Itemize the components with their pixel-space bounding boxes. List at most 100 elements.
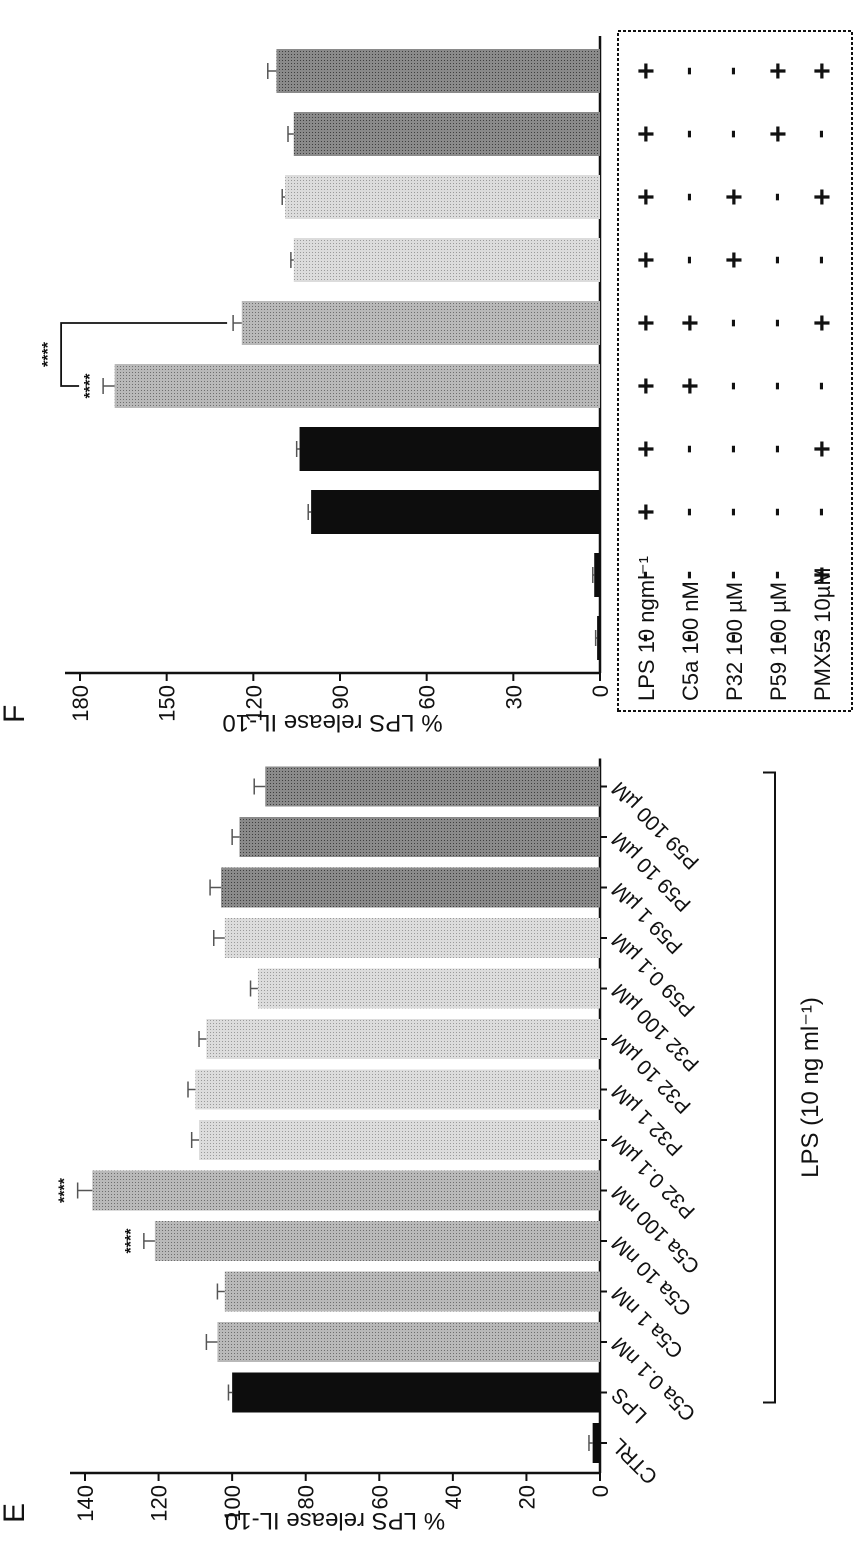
- panel-e-bar: [195, 1069, 600, 1110]
- panel-f-plus-sign: +: [762, 62, 795, 80]
- panel-e-bracket-line: [763, 771, 776, 1404]
- panel-e-y-axis-label: % LPS release IL-10: [225, 1507, 445, 1534]
- panel-f-plus-sign: +: [630, 62, 663, 80]
- panel-f-plus-sign: +: [806, 566, 839, 584]
- panel-f-plus-sign: +: [806, 314, 839, 332]
- panel-f-bar: [241, 301, 600, 345]
- panel-f-significance-bracket: ****: [40, 322, 228, 387]
- panel-f-treatment-table: LPS 10 ngml⁻¹--++++++++C5a 100 nM----++-…: [617, 30, 853, 712]
- panel-f-minus-sign: -: [672, 193, 702, 202]
- panel-f-bar: [299, 427, 600, 471]
- panel-f-row-label: LPS 10 ngml⁻¹: [634, 556, 659, 701]
- panel-f-minus-sign: -: [804, 382, 834, 391]
- panel-e-lps-bracket: [763, 771, 776, 1404]
- panel-f-row-label: C5a 100 nM: [678, 581, 703, 701]
- panel-f-minus-sign: -: [672, 130, 702, 139]
- panel-f-y-tick-label: 0: [588, 685, 613, 697]
- panel-f-minus-sign: -: [716, 445, 746, 454]
- panel-f: F % LPS release IL-10 0 30 60 90 120 150 180 *…: [0, 30, 853, 736]
- panel-e-category-label: CTRL: [607, 1433, 662, 1488]
- panel-f-minus-sign: -: [716, 571, 746, 580]
- panel-e-bar: [592, 1423, 601, 1463]
- panel-e-bar: [217, 1322, 601, 1362]
- panel-f-minus-sign: -: [672, 445, 702, 454]
- panel-e-bar: [239, 817, 600, 857]
- panel-e-bar: [221, 867, 600, 908]
- panel-f-minus-sign: -: [716, 319, 746, 328]
- panel-f-plus-sign: +: [630, 188, 663, 206]
- panel-e-y-tick-label: 80: [294, 1485, 319, 1509]
- panel-e-letter: E: [0, 1503, 31, 1523]
- panel-e-bar: [154, 1221, 600, 1261]
- panel-f-y-tick-label: 180: [68, 685, 93, 722]
- panel-f-y-axis-label: % LPS release IL-10: [222, 709, 442, 736]
- panel-f-minus-sign: -: [760, 508, 790, 517]
- panel-f-minus-sign: -: [804, 634, 834, 643]
- panel-f-minus-sign: -: [716, 634, 746, 643]
- panel-f-y-tick-label: 150: [155, 685, 180, 722]
- panel-f-table-border: [617, 30, 853, 712]
- panel-f-y-tick-label: 90: [328, 685, 353, 709]
- panel-f-row-label: PMX53 10µM: [810, 567, 835, 701]
- panel-f-letter: F: [0, 705, 31, 723]
- panel-f-axes: 0 30 60 90 120 150 180: [65, 36, 613, 722]
- panel-e-y-tick-label: 20: [514, 1485, 539, 1509]
- panel-e-bar: [206, 1019, 600, 1059]
- panel-f-minus-sign: -: [672, 508, 702, 517]
- panel-f-minus-sign: -: [804, 256, 834, 265]
- panel-f-y-tick-label: 60: [415, 685, 440, 709]
- panel-f-minus-sign: -: [716, 67, 746, 76]
- panel-f-row-label: P59 100 µM: [766, 582, 791, 701]
- panel-f-plus-sign: +: [762, 125, 795, 143]
- panel-f-y-tick-label: 120: [241, 685, 266, 722]
- panel-f-bar: [311, 490, 600, 534]
- panel-f-minus-sign: -: [716, 508, 746, 517]
- panel-f-minus-sign: -: [716, 382, 746, 391]
- panel-f-y-tick-label: 30: [501, 685, 526, 709]
- panel-f-plus-sign: +: [806, 62, 839, 80]
- panel-f-minus-sign: -: [628, 571, 658, 580]
- panel-e-bar: [232, 1372, 600, 1413]
- panel-e-bar: [92, 1170, 600, 1211]
- panel-f-plus-sign: +: [630, 440, 663, 458]
- panel-e-bar: [265, 766, 600, 807]
- panel-e-significance-mark: ****: [57, 1177, 74, 1203]
- panel-f-minus-sign: -: [760, 571, 790, 580]
- panel-e-y-tick-label: 140: [73, 1485, 98, 1522]
- panel-f-minus-sign: -: [760, 256, 790, 265]
- panel-f-minus-sign: -: [672, 256, 702, 265]
- panel-e-y-tick-label: 40: [441, 1485, 466, 1509]
- panel-f-plus-sign: +: [718, 188, 751, 206]
- panel-e-bracket-label: LPS (10 ng ml⁻¹): [797, 997, 824, 1178]
- panel-f-plus-sign: +: [718, 251, 751, 269]
- panel-e: E % LPS release IL-10 0 20 40 60 80 100 120 140…: [0, 758, 824, 1534]
- panel-f-bar: [293, 238, 600, 282]
- panel-e-category-label: LPS: [607, 1383, 651, 1427]
- panel-e-bars: **** ****: [57, 766, 601, 1463]
- panel-f-minus-sign: -: [804, 508, 834, 517]
- panel-f-significance-mark: ****: [82, 373, 99, 399]
- panel-f-minus-sign: -: [716, 130, 746, 139]
- panel-f-bar: [597, 616, 600, 660]
- panel-f-minus-sign: -: [760, 382, 790, 391]
- panel-e-y-tick-label: 60: [367, 1485, 392, 1509]
- panel-f-minus-sign: -: [804, 130, 834, 139]
- panel-f-plus-sign: +: [630, 377, 663, 395]
- panel-f-minus-sign: -: [760, 193, 790, 202]
- panel-f-bracket-line: [60, 322, 228, 387]
- panel-f-minus-sign: -: [672, 67, 702, 76]
- panel-f-plus-sign: +: [630, 125, 663, 143]
- panel-e-significance-mark: ****: [123, 1228, 140, 1254]
- panel-e-bar: [224, 918, 601, 958]
- panel-f-bracket-label: ****: [40, 341, 57, 367]
- panel-f-bar: [285, 175, 600, 219]
- panel-e-bar: [199, 1120, 601, 1160]
- panel-f-minus-sign: -: [760, 634, 790, 643]
- panel-f-row-label: P32 100 µM: [722, 582, 747, 701]
- panel-f-plus-sign: +: [630, 251, 663, 269]
- panel-e-bar: [224, 1271, 601, 1312]
- panel-f-plus-sign: +: [674, 314, 707, 332]
- panel-e-y-tick-label: 100: [220, 1485, 245, 1522]
